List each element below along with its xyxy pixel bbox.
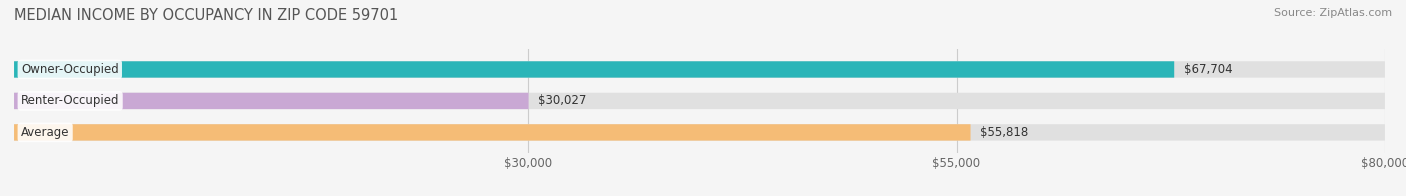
Text: Renter-Occupied: Renter-Occupied: [21, 94, 120, 107]
Text: Source: ZipAtlas.com: Source: ZipAtlas.com: [1274, 8, 1392, 18]
Text: Average: Average: [21, 126, 69, 139]
FancyBboxPatch shape: [14, 93, 529, 109]
Text: Owner-Occupied: Owner-Occupied: [21, 63, 118, 76]
FancyBboxPatch shape: [14, 124, 1385, 141]
FancyBboxPatch shape: [14, 61, 1385, 78]
Text: MEDIAN INCOME BY OCCUPANCY IN ZIP CODE 59701: MEDIAN INCOME BY OCCUPANCY IN ZIP CODE 5…: [14, 8, 398, 23]
Text: $67,704: $67,704: [1184, 63, 1233, 76]
Text: $30,027: $30,027: [538, 94, 586, 107]
Text: $55,818: $55,818: [980, 126, 1028, 139]
FancyBboxPatch shape: [14, 93, 1385, 109]
FancyBboxPatch shape: [14, 61, 1174, 78]
FancyBboxPatch shape: [14, 124, 970, 141]
